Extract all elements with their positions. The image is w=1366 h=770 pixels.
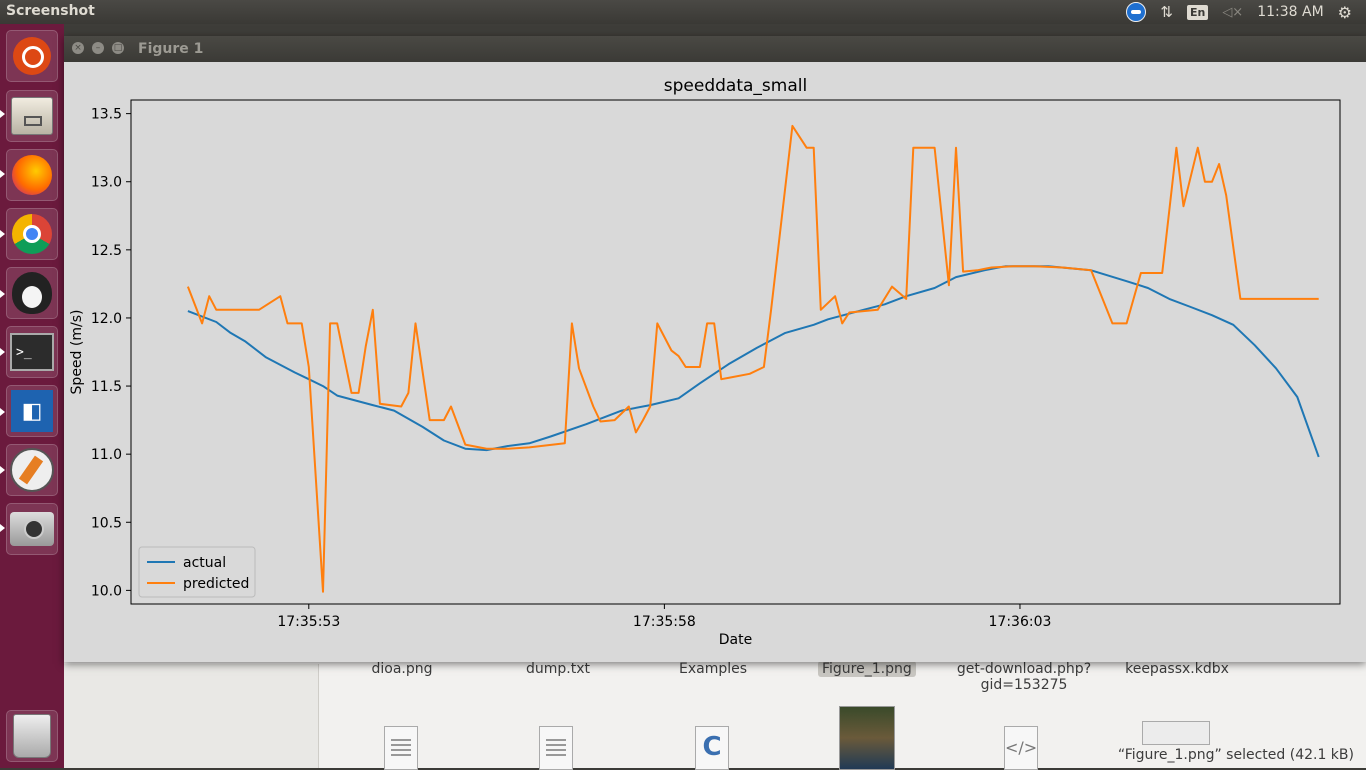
y-axis-label: Speed (m/s) (69, 310, 85, 395)
document-file-icon[interactable] (384, 726, 418, 770)
x-tick-label: 17:35:58 (633, 614, 696, 630)
penguin-icon (12, 272, 52, 314)
plot-canvas: speeddata_small Date Speed (m/s) 10.0 10.… (64, 62, 1366, 662)
firefox-launcher[interactable] (6, 149, 58, 201)
figure-titlebar: × – □ Figure 1 (64, 36, 1366, 62)
legend-label: predicted (183, 576, 249, 592)
firefox-icon (12, 155, 52, 195)
minimize-icon[interactable]: – (92, 42, 104, 54)
plot-layer: 10.0 10.5 11.0 11.5 12.0 12.5 13.0 13.5 17:35:53… (91, 99, 1341, 630)
trash-icon (13, 714, 51, 758)
ubuntu-logo-icon (13, 37, 51, 75)
series-line-predicted (186, 124, 1319, 593)
file-label[interactable]: dump.txt (526, 661, 590, 677)
figure-window: × – □ Figure 1 speeddata_small Date Spee… (64, 36, 1366, 662)
c-source-file-icon[interactable]: C (695, 726, 729, 770)
teamviewer-icon[interactable] (1126, 0, 1147, 24)
keepass-file-icon[interactable] (1142, 721, 1210, 745)
y-tick-label: 10.0 (91, 583, 122, 599)
close-icon[interactable]: × (72, 42, 84, 54)
legend: actual predicted (138, 546, 256, 598)
volume-muted-icon[interactable]: ◁× (1222, 4, 1244, 20)
status-bar: “Figure_1.png” selected (42.1 kB) (1111, 746, 1360, 764)
file-label[interactable]: get-download.php? gid=153275 (956, 661, 1092, 693)
y-tick-label: 10.5 (91, 515, 122, 531)
y-tick-label: 12.0 (91, 311, 122, 327)
vscode-icon: ◧ (11, 390, 53, 432)
image-thumbnail-icon[interactable] (839, 706, 895, 770)
chart-title: speeddata_small (664, 76, 807, 96)
running-indicator (0, 290, 5, 298)
camera-icon (10, 512, 54, 546)
series-line-actual (187, 265, 1320, 458)
file-label[interactable]: dioa.png (371, 661, 433, 677)
keyboard-layout-indicator[interactable]: En (1186, 0, 1209, 24)
maximize-icon[interactable]: □ (112, 42, 124, 54)
code-file-icon[interactable]: </> (1004, 726, 1038, 770)
y-tick-label: 11.5 (91, 379, 122, 395)
y-tick-label: 13.5 (91, 107, 122, 123)
running-indicator (0, 408, 5, 416)
y-tick-label: 11.0 (91, 447, 122, 463)
x-tick-label: 17:36:03 (989, 614, 1052, 630)
system-tray: ⇅ En ◁× 11:38 AM ⚙ (1126, 0, 1366, 24)
y-tick-label: 13.0 (91, 175, 122, 191)
file-manager-header (64, 24, 1366, 38)
vscode-launcher[interactable]: ◧ (6, 385, 58, 437)
running-indicator (0, 466, 5, 474)
running-indicator (0, 110, 5, 118)
file-cabinet-icon (11, 97, 53, 135)
file-label[interactable]: Examples (678, 661, 748, 677)
y-tick-label: 12.5 (91, 243, 122, 259)
document-file-icon[interactable] (539, 726, 573, 770)
chrome-launcher[interactable] (6, 208, 58, 260)
screenshot-launcher[interactable] (6, 503, 58, 555)
keyboard-label: En (1186, 4, 1209, 20)
running-indicator (0, 348, 5, 356)
clock[interactable]: 11:38 AM (1257, 4, 1324, 20)
running-indicator (0, 170, 5, 178)
file-manager-sidebar (64, 664, 319, 768)
network-icon[interactable]: ⇅ (1160, 3, 1173, 21)
file-label[interactable]: keepassx.kdbx (1125, 661, 1229, 677)
gear-icon[interactable]: ⚙ (1337, 2, 1352, 22)
pidgin-launcher[interactable] (6, 267, 58, 319)
line-chart: speeddata_small Date Speed (m/s) 10.010.… (69, 76, 1341, 648)
terminal-launcher[interactable]: >_ (6, 326, 58, 378)
legend-box (138, 546, 256, 598)
trash-launcher[interactable] (6, 710, 58, 762)
ubuntu-dash-button[interactable] (6, 30, 58, 82)
file-label-selected[interactable]: Figure_1.png (818, 661, 916, 677)
plot-area (130, 99, 1341, 605)
files-launcher[interactable] (6, 90, 58, 142)
tool-launcher[interactable] (6, 444, 58, 496)
window-title: Figure 1 (138, 41, 204, 57)
running-indicator (0, 524, 5, 532)
launcher: >_ ◧ (0, 24, 64, 768)
running-indicator (0, 230, 5, 238)
x-tick-label: 17:35:53 (277, 614, 340, 630)
top-panel: Screenshot ⇅ En ◁× 11:38 AM ⚙ (0, 0, 1366, 24)
compass-tool-icon (10, 448, 54, 492)
active-app-title: Screenshot (6, 3, 95, 19)
x-axis-label: Date (719, 632, 752, 648)
legend-label: actual (183, 555, 226, 571)
chrome-icon (12, 214, 52, 254)
terminal-icon: >_ (10, 333, 54, 371)
